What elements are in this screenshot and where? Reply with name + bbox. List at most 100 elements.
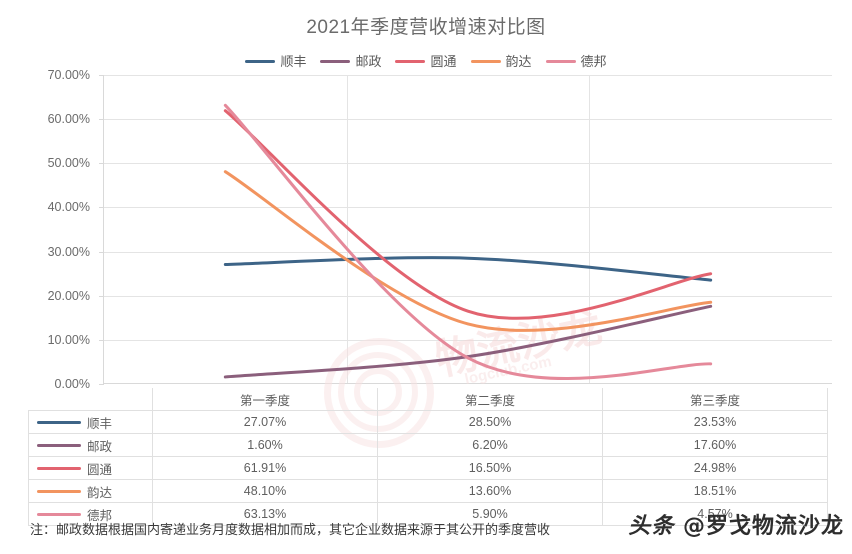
y-axis-tick	[99, 251, 104, 253]
table-row-header: 德邦	[28, 502, 153, 526]
corner-watermark-account: @罗戈物流沙龙	[682, 514, 844, 539]
table-row: 德邦 63.13% 5.90% 4.57%	[28, 502, 828, 526]
legend-label: 邮政	[355, 54, 382, 69]
gridline	[104, 251, 832, 253]
series-name: 德邦	[87, 508, 113, 523]
x-axis-category-label: 第三季度	[689, 393, 740, 408]
y-axis-tick	[99, 75, 104, 76]
y-axis-tick-label: 70.00%	[47, 68, 90, 82]
row-header-content: 邮政	[33, 436, 148, 455]
row-header-content: 德邦	[33, 505, 148, 524]
y-axis-labels: 70.00% 60.00% 50.00% 40.00% 30.00% 20.00% 10.0…	[0, 68, 100, 391]
legend-label: 韵达	[505, 54, 532, 69]
category-separator	[589, 75, 591, 384]
gridline	[104, 339, 832, 341]
table-cell: 4.57%	[602, 502, 828, 526]
series-swatch-icon	[37, 443, 81, 447]
table-row: 圆通 61.91% 16.50% 24.98%	[28, 456, 828, 480]
legend-item-3[interactable]: 韵达	[470, 54, 532, 69]
plot-background	[104, 75, 832, 384]
series-name: 邮政	[87, 439, 113, 454]
table-cell: 13.60%	[377, 479, 603, 503]
table-cell: 61.91%	[152, 456, 378, 480]
series-line-顺丰	[223, 256, 713, 282]
table-row: 顺丰 27.07% 28.50% 23.53%	[28, 410, 828, 434]
chart-title: 2021年季度营收增速对比图	[306, 17, 546, 38]
data-table-body: 第一季度 第二季度 第三季度顺丰 27.07% 28.50% 23.53% 邮政 1.60% 6…	[28, 388, 828, 526]
row-header-content: 顺丰	[33, 413, 148, 432]
row-header-content: 圆通	[33, 459, 148, 478]
series-swatch-icon	[37, 512, 81, 516]
legend-item-2[interactable]: 圆通	[395, 54, 457, 69]
plot-area: 物流沙龙 logclub.com	[99, 75, 832, 448]
y-axis-tick-label: 20.00%	[47, 288, 90, 303]
table-column-header: 第一季度	[152, 388, 378, 411]
legend-swatch-icon	[395, 60, 426, 63]
series-name: 顺丰	[87, 416, 113, 431]
series-lines	[223, 103, 713, 380]
legend-item-4[interactable]: 德邦	[545, 54, 607, 69]
y-axis-tick-label: 30.00%	[47, 244, 90, 259]
table-row-header: 顺丰	[28, 410, 153, 434]
x-axis-category-label: 第一季度	[239, 393, 290, 408]
y-axis-tick-label: 50.00%	[47, 156, 90, 171]
x-axis-category-label: 第二季度	[464, 393, 515, 408]
table-cell: 27.07%	[152, 410, 378, 434]
series-line-韵达	[223, 170, 713, 332]
y-axis-tick-label: 10.00%	[47, 332, 90, 347]
series-line-圆通	[223, 109, 713, 320]
y-axis-tick	[99, 384, 104, 385]
legend-swatch-icon	[470, 60, 501, 63]
table-column-header: 第二季度	[377, 388, 603, 411]
series-swatch-icon	[37, 466, 81, 470]
table-row: 韵达 48.10% 13.60% 18.51%	[28, 479, 828, 503]
legend-swatch-icon	[320, 60, 351, 63]
table-cell: 5.90%	[377, 502, 603, 526]
footnote: 注：邮政数据根据国内寄递业务月度数据相加而成，其它企业数据来源于其公开的季度营收	[30, 522, 551, 537]
y-axis-tick-label: 40.00%	[47, 200, 90, 215]
series-swatch-icon	[37, 489, 81, 493]
y-axis-tick-label: 60.00%	[47, 112, 90, 127]
series-name: 韵达	[87, 485, 113, 500]
table-header-row: 第一季度 第二季度 第三季度	[29, 388, 828, 411]
y-axis-tick	[99, 119, 104, 121]
corner-watermark: 头条 @罗戈物流沙龙	[628, 508, 844, 540]
legend-swatch-icon	[245, 60, 276, 63]
legend-item-1[interactable]: 邮政	[320, 55, 381, 68]
gridline	[104, 163, 832, 165]
y-axis-tick-label: 0.00%	[54, 377, 90, 391]
data-table: 第一季度 第二季度 第三季度顺丰 27.07% 28.50% 23.53% 邮政 1.60% 6…	[28, 388, 828, 526]
legend-label: 圆通	[430, 54, 457, 69]
table-cell: 6.20%	[377, 433, 603, 457]
table-row-header: 邮政	[28, 433, 153, 457]
y-axis-tick	[99, 339, 104, 341]
table-row-header: 圆通	[28, 456, 153, 480]
row-header-content: 韵达	[33, 482, 148, 501]
table-row: 邮政 1.60% 6.20% 17.60%	[28, 433, 828, 457]
table-column-header: 第三季度	[602, 388, 828, 411]
table-cell: 23.53%	[602, 410, 828, 434]
series-line-德邦	[223, 103, 713, 380]
table-cell: 1.60%	[152, 433, 378, 457]
y-axis-line	[103, 75, 104, 384]
y-axis-tick	[99, 207, 104, 209]
table-cell: 17.60%	[602, 433, 828, 457]
x-axis-line	[104, 383, 832, 384]
gridline	[104, 75, 832, 76]
table-corner-cell	[29, 388, 153, 411]
chart-legend: 顺丰 邮政 圆通 韵达 德邦	[0, 55, 852, 68]
table-cell: 18.51%	[602, 479, 828, 503]
legend-label: 顺丰	[280, 54, 307, 69]
legend-label: 德邦	[580, 54, 607, 69]
gridline	[104, 207, 832, 209]
legend-item-0[interactable]: 顺丰	[245, 55, 306, 68]
table-cell: 16.50%	[377, 456, 603, 480]
table-cell: 24.98%	[602, 456, 828, 480]
y-axis-tick	[99, 163, 104, 165]
series-name: 圆通	[87, 462, 113, 477]
table-cell: 28.50%	[377, 410, 603, 434]
y-axis-tick	[99, 295, 104, 297]
gridline	[104, 295, 832, 297]
table-row-header: 韵达	[28, 479, 153, 503]
